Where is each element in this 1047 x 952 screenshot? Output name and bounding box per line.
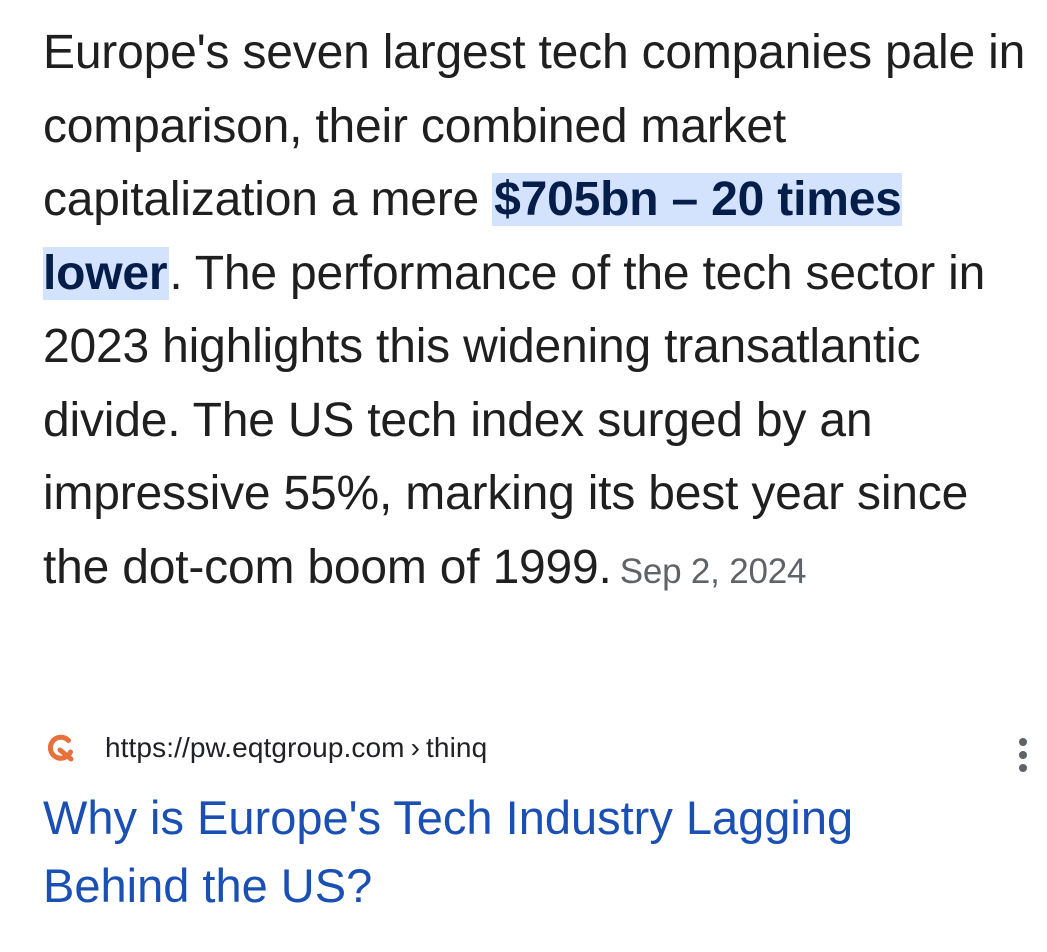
source-path: thinq [426, 732, 488, 763]
three-dots-vertical-icon[interactable] [1013, 738, 1033, 772]
eqt-logo-icon [43, 730, 79, 766]
snippet-text-after: . The performance of the tech sector in … [43, 246, 986, 594]
result-title-link[interactable]: Why is Europe's Tech Industry Lagging Be… [43, 791, 854, 912]
snippet-text-before: Europe's seven largest tech companies pa… [43, 26, 1026, 226]
featured-snippet-text: Europe's seven largest tech companies pa… [43, 16, 1043, 608]
snippet-date: Sep 2, 2024 [619, 551, 807, 591]
dot [1019, 751, 1027, 759]
source-row[interactable]: https://pw.eqtgroup.com › thinq [43, 724, 1033, 772]
dot [1019, 738, 1027, 746]
source-domain: https://pw.eqtgroup.com [105, 732, 405, 763]
breadcrumb-separator: › [410, 732, 421, 763]
dot [1019, 764, 1027, 772]
source-url[interactable]: https://pw.eqtgroup.com › thinq [105, 732, 487, 764]
